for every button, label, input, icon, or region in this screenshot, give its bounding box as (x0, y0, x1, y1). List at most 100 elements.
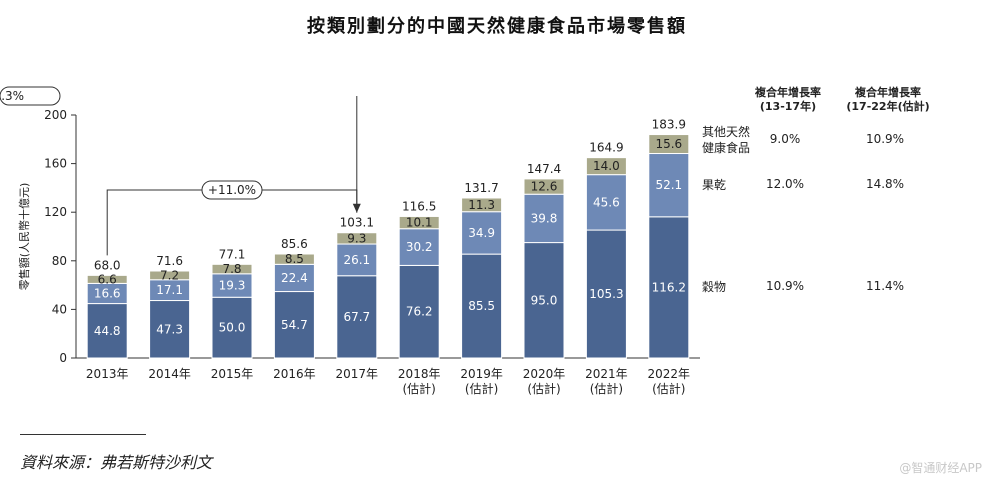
watermark: @智通财经APP (899, 461, 982, 475)
x-tick-label: 2013年 (86, 367, 129, 381)
series-label: 其他天然 健康食品 (702, 125, 751, 155)
series-label: 穀物 (702, 280, 727, 295)
cagr-value: 10.9% (765, 279, 805, 294)
bar-total-label: 131.7 (464, 181, 498, 195)
x-tick-label: 2020年 (523, 367, 566, 381)
x-tick-label: 2014年 (148, 367, 191, 381)
chart-title: 按類別劃分的中國天然健康食品市場零售額 (307, 16, 687, 37)
bar-segment-grains (149, 300, 191, 359)
x-tick-label: 2017年 (336, 367, 379, 381)
cagr-badge (201, 180, 263, 200)
bar-segment-other (523, 178, 565, 195)
cagr-value: 11.4% (865, 279, 905, 294)
bar-segment-grains (273, 291, 315, 359)
bar-value-label: 19.3 (219, 279, 246, 293)
bar-value-label: 50.0 (219, 321, 246, 335)
bar-value-label: 116.2 (652, 280, 686, 294)
source-note: 資料來源：弗若斯特沙利文 (20, 453, 213, 472)
bar-segment-other (149, 270, 191, 281)
bar-value-label: 14.0 (593, 159, 620, 173)
bar-segment-grains (461, 253, 503, 359)
cagr-table-header: 複合年增長率 (13-17年) (755, 86, 821, 113)
bar-value-label: 22.4 (281, 271, 308, 285)
bar-total-label: 116.5 (402, 199, 436, 213)
bar-value-label: 44.8 (94, 324, 121, 338)
series-label: 果乾 (702, 178, 727, 193)
bar-segment-grains (211, 296, 253, 359)
cagr-badge-label: +12.3% (0, 89, 24, 103)
x-tick-label: (估計) (527, 381, 560, 396)
x-tick-label: 2018年 (398, 367, 441, 381)
bar-segment-grains (336, 275, 378, 359)
x-tick-label: (估計) (465, 381, 498, 396)
bar-value-label: 34.9 (468, 226, 495, 240)
x-tick-label: 2019年 (460, 367, 503, 381)
bar-value-label: 76.2 (406, 305, 433, 319)
bar-segment-other (398, 215, 440, 230)
cagr-badge (0, 86, 61, 106)
bar-value-label: 10.1 (406, 216, 433, 230)
y-tick-label: 40 (52, 302, 67, 316)
bar-segment-other (211, 263, 253, 275)
bar-segment-grains (398, 264, 440, 359)
y-tick-label: 0 (59, 351, 67, 365)
bar-segment-other (86, 274, 128, 284)
y-tick-label: 120 (44, 205, 67, 219)
x-tick-label: 2022年 (648, 367, 691, 381)
bar-value-label: 8.5 (285, 252, 304, 266)
cagr-value: 9.0% (769, 132, 801, 146)
bar-value-label: 52.1 (655, 178, 682, 192)
y-tick-label: 200 (44, 108, 67, 122)
bar-value-label: 9.3 (347, 231, 366, 245)
bar-value-label: 7.2 (160, 268, 179, 282)
bar-total-label: 85.6 (281, 237, 308, 251)
bar-segment-other (648, 134, 690, 155)
y-tick-label: 160 (44, 157, 67, 171)
y-axis-label: 零售額(人民幣十億元) (17, 183, 31, 291)
bar-total-label: 183.9 (652, 118, 686, 132)
bar-segment-other (336, 232, 378, 245)
x-tick-label: 2015年 (211, 367, 254, 381)
bar-segment-other (273, 253, 315, 265)
bar-total-label: 164.9 (589, 141, 623, 155)
bar-segment-other (461, 197, 503, 213)
cagr-arrow-line (106, 189, 358, 256)
cagr-table-header: 複合年增長率 (17-22年(估計) (846, 86, 930, 113)
cagr-badge-label: +11.0% (208, 183, 256, 197)
bar-segment-grains (585, 229, 627, 359)
bar-value-label: 85.5 (468, 299, 495, 313)
bar-total-label: 103.1 (340, 216, 374, 230)
bar-value-label: 47.3 (156, 322, 183, 336)
bar-value-label: 11.3 (468, 198, 495, 212)
x-tick-label: (估計) (590, 381, 623, 396)
bar-segment-grains (523, 242, 565, 359)
cagr-value: 12.0% (765, 177, 805, 192)
bar-value-label: 12.6 (531, 180, 558, 194)
x-tick-label: (估計) (652, 381, 685, 396)
bar-value-label: 39.8 (531, 211, 558, 225)
bar-value-label: 15.6 (655, 137, 682, 151)
bar-segment-nuts (461, 211, 503, 255)
bar-value-label: 16.6 (94, 286, 121, 300)
bar-value-label: 6.6 (98, 272, 117, 286)
bar-segment-nuts (648, 153, 690, 218)
bar-segment-other (585, 157, 627, 176)
bar-total-label: 68.0 (94, 258, 121, 272)
x-tick-label: 2021年 (585, 367, 628, 381)
bar-segment-nuts (336, 243, 378, 277)
bar-value-label: 45.6 (593, 195, 620, 209)
bar-value-label: 30.2 (406, 240, 433, 254)
y-tick-label: 80 (52, 254, 67, 268)
bar-segment-grains (648, 216, 690, 359)
bar-value-label: 95.0 (531, 293, 558, 307)
bar-total-label: 77.1 (219, 247, 246, 261)
bar-value-label: 105.3 (589, 287, 623, 301)
bar-value-label: 67.7 (343, 310, 370, 324)
source-divider (20, 434, 146, 435)
x-tick-label: (估計) (403, 381, 436, 396)
bar-segment-nuts (398, 228, 440, 266)
x-tick-label: 2016年 (273, 367, 316, 381)
bar-total-label: 147.4 (527, 162, 561, 176)
bar-value-label: 54.7 (281, 318, 308, 332)
